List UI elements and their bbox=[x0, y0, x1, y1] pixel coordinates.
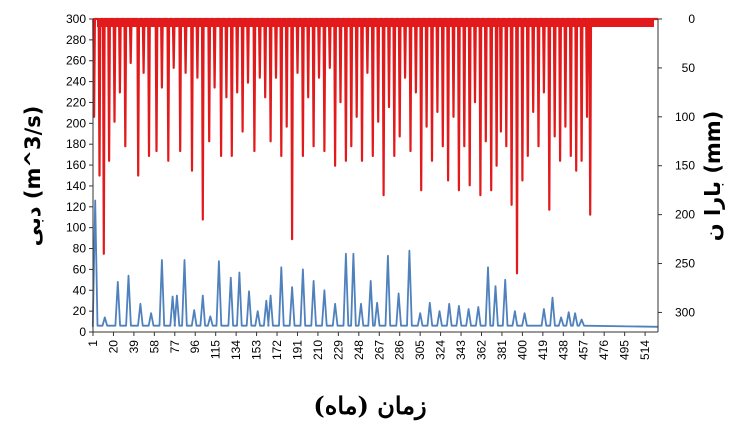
x-tick-label: 191 bbox=[290, 340, 304, 360]
x-tick-label: 115 bbox=[209, 340, 223, 359]
x-tick-label: 476 bbox=[597, 340, 611, 360]
y-right-tick-label: 50 bbox=[682, 61, 696, 75]
x-tick-label: 286 bbox=[393, 340, 407, 360]
x-tick-label: 267 bbox=[372, 340, 386, 360]
axes: 0204060801001201401601802002202402602803… bbox=[66, 12, 695, 360]
y-right-tick-label: 0 bbox=[688, 12, 695, 26]
x-tick-label: 438 bbox=[556, 340, 570, 360]
x-axis-label: زمان (ماه) bbox=[313, 391, 426, 421]
x-tick-label: 419 bbox=[536, 340, 550, 360]
y-left-tick-label: 120 bbox=[66, 200, 86, 214]
y-left-tick-label: 100 bbox=[66, 221, 86, 235]
rainfall-series bbox=[92, 17, 658, 275]
y-left-tick-label: 260 bbox=[66, 54, 86, 68]
x-tick-label: 58 bbox=[147, 340, 161, 354]
x-tick-label: 495 bbox=[618, 340, 632, 360]
x-tick-label: 210 bbox=[311, 340, 325, 360]
x-tick-label: 172 bbox=[270, 340, 284, 360]
x-tick-label: 96 bbox=[188, 340, 202, 354]
x-tick-label: 77 bbox=[168, 340, 182, 354]
plot-area bbox=[91, 17, 659, 328]
rainfall-band bbox=[97, 19, 654, 27]
y-axis-right-label: بارا ن (mm) bbox=[701, 111, 725, 242]
y-left-tick-label: 280 bbox=[66, 33, 86, 47]
x-tick-label: 457 bbox=[577, 340, 591, 360]
y-left-tick-label: 20 bbox=[73, 304, 87, 318]
x-tick-label: 248 bbox=[352, 340, 366, 360]
x-tick-label: 20 bbox=[106, 340, 120, 354]
y-axis-left-label: دبی (m^3/s) bbox=[21, 106, 45, 247]
x-tick-label: 305 bbox=[413, 340, 427, 360]
x-tick-label: 362 bbox=[475, 340, 489, 360]
x-tick-label: 343 bbox=[454, 340, 468, 360]
x-tick-label: 1 bbox=[86, 340, 100, 347]
x-tick-label: 39 bbox=[127, 340, 141, 354]
y-left-tick-label: 0 bbox=[79, 325, 86, 339]
y-left-tick-label: 140 bbox=[66, 179, 86, 193]
y-left-tick-label: 40 bbox=[73, 283, 87, 297]
x-tick-label: 324 bbox=[434, 340, 448, 360]
y-left-tick-label: 80 bbox=[73, 242, 87, 256]
y-left-tick-label: 160 bbox=[66, 158, 86, 172]
y-right-tick-label: 300 bbox=[675, 305, 695, 319]
x-tick-label: 514 bbox=[638, 340, 652, 360]
x-tick-label: 229 bbox=[331, 340, 345, 360]
discharge-series bbox=[91, 199, 659, 328]
y-right-tick-label: 200 bbox=[675, 208, 695, 222]
x-tick-label: 134 bbox=[229, 340, 243, 360]
x-tick-label: 153 bbox=[250, 340, 264, 360]
y-left-tick-label: 60 bbox=[73, 262, 87, 276]
x-tick-label: 400 bbox=[515, 340, 529, 360]
x-tick-label: 381 bbox=[495, 340, 509, 360]
y-left-tick-label: 240 bbox=[66, 75, 86, 89]
y-left-tick-label: 200 bbox=[66, 116, 86, 130]
y-left-tick-label: 300 bbox=[66, 12, 86, 26]
y-left-tick-label: 180 bbox=[66, 137, 86, 151]
y-right-tick-label: 100 bbox=[675, 110, 695, 124]
y-right-tick-label: 150 bbox=[675, 159, 695, 173]
y-left-tick-label: 220 bbox=[66, 95, 86, 109]
y-right-tick-label: 250 bbox=[675, 257, 695, 271]
